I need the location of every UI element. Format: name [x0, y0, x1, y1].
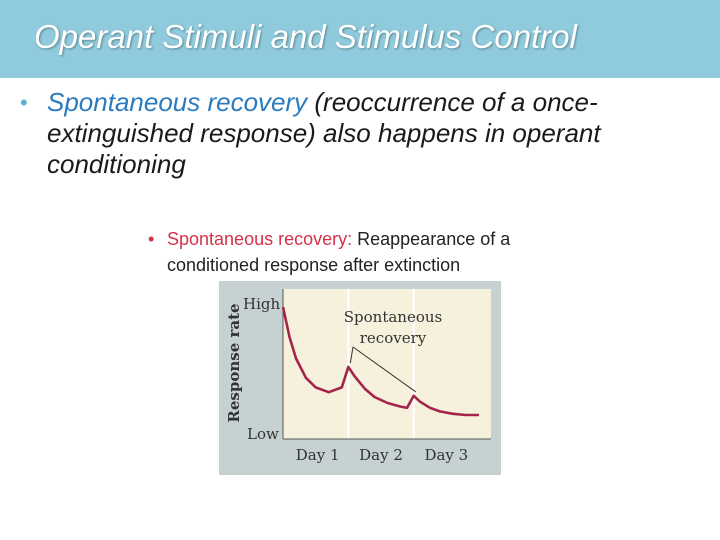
- chart-svg: Response rate High Low Day 1 Day 2 Day 3…: [219, 281, 501, 475]
- annotation-label: Spontaneous recovery: [344, 308, 442, 347]
- definition-marker: •: [148, 229, 155, 249]
- definition-term: Spontaneous recovery:: [167, 229, 353, 249]
- bullet-term: Spontaneous recovery: [47, 87, 308, 117]
- definition-rest: Reappearance of a conditioned response a…: [167, 229, 511, 275]
- definition-text: Spontaneous recovery: Reappearance of a …: [167, 226, 587, 278]
- slide-title: Operant Stimuli and Stimulus Control: [34, 18, 577, 55]
- x-tick-day-3: Day 3: [424, 446, 468, 464]
- bullet-marker: •: [20, 90, 28, 115]
- spontaneous-recovery-chart: Response rate High Low Day 1 Day 2 Day 3…: [219, 281, 501, 475]
- bullet-rest: (reoccurrence of a once-extinguished res…: [47, 87, 601, 179]
- main-bullet-text: Spontaneous recovery (reoccurrence of a …: [47, 87, 707, 180]
- annotation-pointer-2: [352, 346, 416, 393]
- y-tick-high: High: [243, 295, 280, 313]
- x-tick-day-2: Day 2: [359, 446, 403, 464]
- annotation-pointer-1: [349, 346, 354, 364]
- x-tick-day-1: Day 1: [296, 446, 340, 464]
- y-axis-label: Response rate: [225, 303, 243, 422]
- response-rate-line: [281, 306, 479, 417]
- title-bar: Operant Stimuli and Stimulus Control: [0, 0, 720, 78]
- y-tick-low: Low: [247, 425, 279, 443]
